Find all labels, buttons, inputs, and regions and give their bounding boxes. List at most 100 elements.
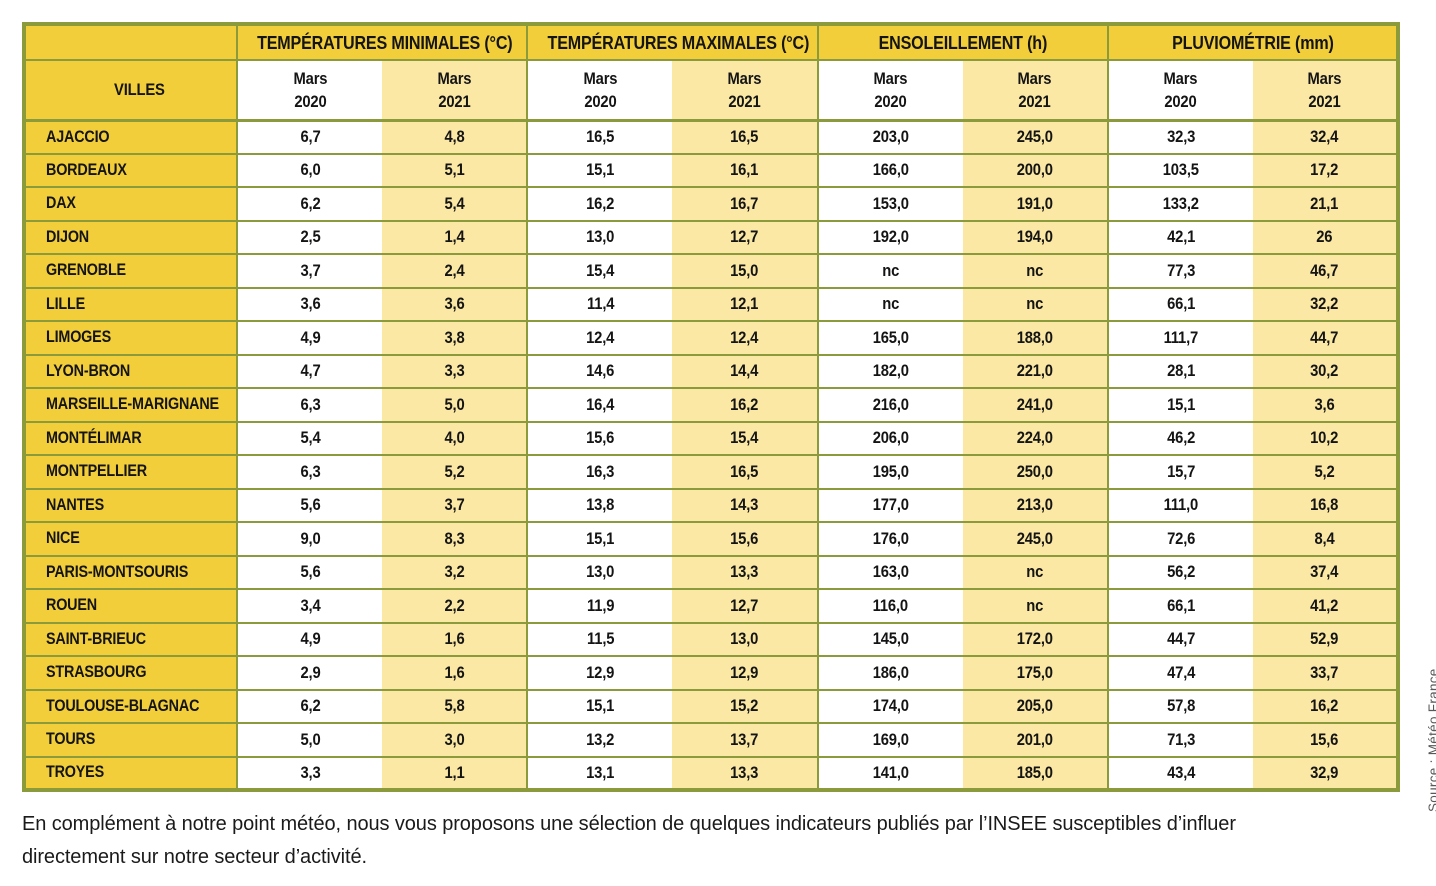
month-label: Mars <box>1307 68 1342 88</box>
value-cell: nc <box>962 287 1108 322</box>
value-label: 4,9 <box>300 327 321 347</box>
value-label: 250,0 <box>1016 461 1053 481</box>
value-cell: 195,0 <box>816 455 963 490</box>
city-cell: GRENOBLE <box>24 254 238 289</box>
value-cell: 66,1 <box>1106 287 1253 322</box>
value-cell: 165,0 <box>816 321 963 356</box>
value-label: 32,3 <box>1166 127 1195 146</box>
value-label: 5,6 <box>300 562 321 582</box>
value-cell: 21,1 <box>1252 187 1399 222</box>
value-label: 186,0 <box>872 662 909 682</box>
value-label: 6,7 <box>300 127 321 146</box>
value-label: 17,2 <box>1310 160 1339 180</box>
value-cell: 5,4 <box>235 421 383 456</box>
value-label: 32,9 <box>1310 762 1339 782</box>
value-label: 224,0 <box>1016 428 1053 448</box>
value-label: 16,3 <box>586 461 615 481</box>
value-label: 13,1 <box>586 762 615 782</box>
value-label: 15,6 <box>1310 729 1339 749</box>
city-label: AJACCIO <box>46 127 110 146</box>
value-cell: 14,4 <box>672 354 818 389</box>
value-cell: 177,0 <box>816 488 963 523</box>
value-label: 15,7 <box>1166 461 1195 481</box>
value-cell: 12,4 <box>526 321 673 356</box>
value-label: 14,3 <box>730 495 759 515</box>
value-cell: 111,0 <box>1106 488 1253 523</box>
value-label: 11,4 <box>586 294 614 314</box>
value-label: 15,6 <box>730 528 759 548</box>
value-cell: 10,2 <box>1252 421 1399 456</box>
value-cell: 5,0 <box>382 388 528 423</box>
value-cell: 245,0 <box>962 522 1108 557</box>
value-cell: 1,4 <box>382 220 528 255</box>
group-header-temp-min-label: TEMPÉRATURES MINIMALES (°C) <box>257 31 513 53</box>
year-label: 2020 <box>874 91 907 111</box>
value-cell: 213,0 <box>962 488 1108 523</box>
value-label: 3,7 <box>300 260 321 280</box>
subheader-tempmax-mars-2021: Mars 2021 <box>672 60 818 122</box>
value-label: 71,3 <box>1166 729 1195 749</box>
value-cell: 15,1 <box>526 153 673 188</box>
value-cell: 111,7 <box>1106 321 1253 356</box>
value-cell: 4,0 <box>382 421 528 456</box>
value-label: 2,5 <box>300 227 321 247</box>
value-cell: 141,0 <box>816 756 963 791</box>
month-label: Mars <box>583 68 618 88</box>
value-cell: 16,2 <box>672 388 818 423</box>
value-label: 174,0 <box>872 696 909 716</box>
table-row: MONTPELLIER 6,3 5,2 16,3 16,5 195,0 250,0 15,7 5… <box>24 455 1399 490</box>
value-cell: 43,4 <box>1106 756 1253 791</box>
year-label: 2021 <box>1308 91 1341 111</box>
value-cell: 16,3 <box>526 455 673 490</box>
value-label: 2,9 <box>300 662 321 682</box>
city-cell: TROYES <box>24 756 238 791</box>
value-cell: 13,1 <box>526 756 673 791</box>
corner-cell <box>24 24 238 61</box>
city-cell: NICE <box>24 522 238 557</box>
value-label: 4,8 <box>444 127 465 146</box>
value-cell: 11,9 <box>526 589 673 624</box>
value-label: 12,9 <box>586 662 615 682</box>
table-row: NICE 9,0 8,3 15,1 15,6 176,0 245,0 72,6 8,4 <box>24 522 1399 557</box>
value-cell: 133,2 <box>1106 187 1253 222</box>
month-label: Mars <box>727 68 762 88</box>
city-label: TOULOUSE-BLAGNAC <box>46 696 200 715</box>
city-cell: TOURS <box>24 723 238 758</box>
city-label: MONTÉLIMAR <box>46 428 142 447</box>
value-cell: 14,3 <box>672 488 818 523</box>
value-cell: 11,5 <box>526 622 673 657</box>
value-label: 12,9 <box>730 662 759 682</box>
value-label: 66,1 <box>1166 595 1195 615</box>
value-cell: 42,1 <box>1106 220 1253 255</box>
value-cell: 12,4 <box>672 321 818 356</box>
value-label: 12,7 <box>730 227 759 247</box>
value-label: 10,2 <box>1310 428 1339 448</box>
value-label: 9,0 <box>300 528 321 548</box>
value-label: 21,1 <box>1310 193 1339 213</box>
value-label: 47,4 <box>1166 662 1195 682</box>
value-label: 245,0 <box>1016 528 1053 548</box>
value-cell: 15,6 <box>526 421 673 456</box>
table-row: BORDEAUX 6,0 5,1 15,1 16,1 166,0 200,0 103,5 17,… <box>24 153 1399 188</box>
value-label: 41,2 <box>1310 595 1339 615</box>
value-cell: 5,6 <box>235 488 383 523</box>
value-cell: 44,7 <box>1106 622 1253 657</box>
value-label: 26 <box>1316 227 1333 247</box>
value-cell: 200,0 <box>962 153 1108 188</box>
value-label: 16,7 <box>730 193 759 213</box>
value-cell: 26 <box>1252 220 1399 255</box>
value-cell: 13,0 <box>526 220 673 255</box>
value-cell: 5,1 <box>382 153 528 188</box>
value-label: 16,4 <box>586 394 615 414</box>
table-body: AJACCIO 6,7 4,8 16,5 16,5 203,0 245,0 32,3 32,4 B… <box>24 120 1399 791</box>
value-label: 16,5 <box>586 127 615 146</box>
value-label: 11,9 <box>586 595 614 615</box>
value-cell: 182,0 <box>816 354 963 389</box>
value-label: nc <box>882 294 900 314</box>
group-header-ensoleillement: ENSOLEILLEMENT (h) <box>816 24 1108 61</box>
city-label: NANTES <box>46 495 104 514</box>
value-cell: 172,0 <box>962 622 1108 657</box>
value-label: 12,7 <box>730 595 759 615</box>
subheader-pluviometrie-mars-2020: Mars 2020 <box>1106 60 1253 122</box>
city-label: PARIS-MONTSOURIS <box>46 562 189 581</box>
